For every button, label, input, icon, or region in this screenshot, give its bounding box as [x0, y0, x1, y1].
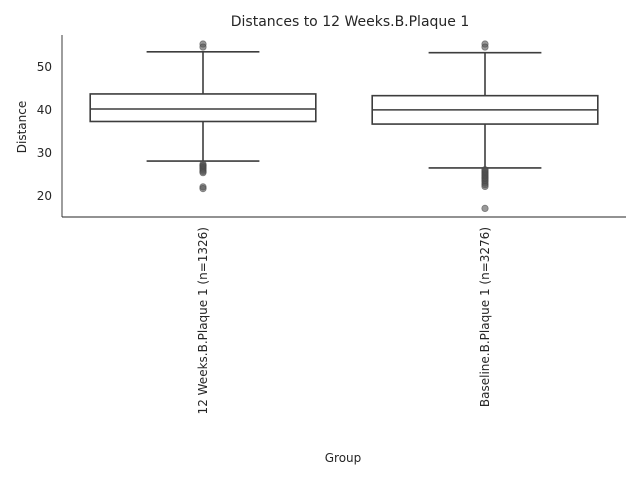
outlier-point [481, 43, 489, 51]
y-tick-label: 30 [37, 146, 52, 160]
outlier-point [481, 204, 489, 212]
x-axis-ticks: 12 Weeks.B.Plaque 1 (n=1326) Baseline.B.P… [196, 227, 492, 414]
y-tick-label: 40 [37, 103, 52, 117]
box-group [89, 40, 317, 193]
outlier-point [199, 169, 207, 177]
outlier-point [199, 185, 207, 193]
outlier-point [199, 43, 207, 51]
x-tick-label: Baseline.B.Plaque 1 (n=3276) [478, 227, 492, 407]
chart-title: Distances to 12 Weeks.B.Plaque 1 [231, 14, 470, 30]
box-group [371, 40, 599, 212]
y-axis-label: Distance [15, 101, 29, 153]
x-axis-label: Group [325, 451, 362, 465]
plot-area [89, 40, 599, 212]
y-axis-ticks: 20 30 40 50 [37, 60, 52, 203]
x-tick-label: 12 Weeks.B.Plaque 1 (n=1326) [196, 227, 210, 414]
y-tick-label: 20 [37, 189, 52, 203]
y-tick-label: 50 [37, 60, 52, 74]
iqr-box [89, 93, 317, 123]
outlier-point [481, 182, 489, 191]
